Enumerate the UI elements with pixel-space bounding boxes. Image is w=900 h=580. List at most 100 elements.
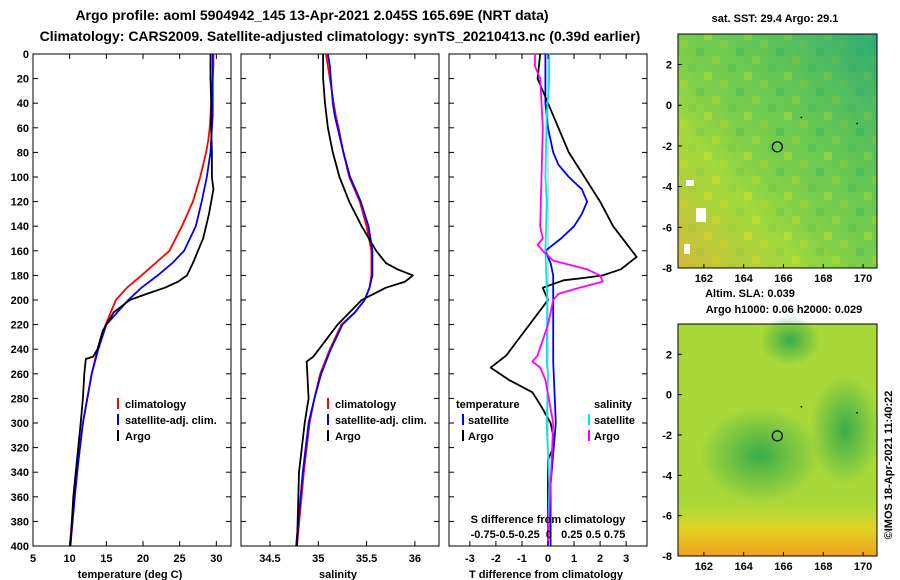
x-tick-label: -3	[465, 553, 475, 565]
series-line-satellite-adj-clim-	[69, 54, 214, 547]
y-tick-label: 60	[17, 123, 29, 135]
salinity-axes-frame	[240, 53, 440, 547]
y-tick-label: 240	[11, 344, 29, 356]
y-tick-label: 120	[11, 197, 29, 209]
legend-swatch-climatology	[327, 398, 329, 409]
series-line-argo	[69, 54, 215, 547]
legend-swatch-temp-satellite	[462, 414, 464, 425]
legend-label-argo: Argo	[125, 431, 151, 443]
y-tick-label: 380	[11, 516, 29, 528]
map-x-tick-label: 170	[854, 561, 872, 573]
legend-title-temperature: temperature	[456, 399, 520, 411]
y-tick-label: 320	[11, 443, 29, 455]
y-tick-label: 220	[11, 320, 29, 332]
legend-swatch-argo	[327, 430, 329, 441]
temperature-legend: climatology satellite-adj. clim. Argo	[117, 398, 217, 443]
difference-legend: temperature satellite Argo salinity sate…	[456, 399, 635, 443]
map-x-tick-label: 164	[734, 561, 753, 573]
map-y-tick-label: -8	[662, 263, 672, 275]
x-tick-label: 35.5	[356, 553, 377, 565]
y-tick-label: 80	[17, 147, 29, 159]
difference-panel: -3 -2 -1 0 1 2 3 temperature satellite Argo sa…	[448, 53, 648, 580]
legend-label-sal-satellite: satellite	[594, 415, 635, 427]
map-y-tick-label: -4	[662, 470, 673, 482]
legend-label-satellite: satellite-adj. clim.	[335, 415, 427, 427]
y-tick-label: 260	[11, 369, 29, 381]
legend-swatch-sal-satellite	[588, 414, 590, 425]
figure-title-line-2: Climatology: CARS2009. Satellite-adjuste…	[40, 28, 641, 44]
argo-position-marker	[771, 141, 783, 153]
sst-map-panel: sat. SST: 29.4 Argo: 29.1 162 164 166 168 17…	[662, 13, 878, 285]
series-line-climatology	[296, 53, 373, 547]
y-tick-label: 340	[11, 467, 29, 479]
x-tick-label: -2	[491, 553, 501, 565]
legend-swatch-sal-argo	[588, 430, 590, 441]
map-point-marker	[856, 122, 858, 125]
sla-map-title-line-2: Argo h1000: 0.06 h2000: 0.029	[706, 304, 863, 316]
series-line-temperature-argo	[489, 53, 638, 546]
legend-swatch-argo	[117, 430, 119, 441]
y-tick-label: 140	[11, 221, 29, 233]
sst-missing-data-patch	[684, 244, 690, 254]
legend-label-climatology: climatology	[125, 399, 187, 411]
map-y-tick-label: 2	[666, 60, 672, 72]
x-tick-label: 20	[137, 553, 149, 565]
map-x-tick-label: 170	[854, 273, 872, 285]
map-point-marker	[800, 116, 803, 119]
legend-label-argo: Argo	[335, 431, 361, 443]
legend-swatch-temp-argo	[462, 430, 464, 441]
x-tick-label: 1	[571, 553, 577, 565]
x-tick-label: 25	[174, 553, 186, 565]
map-x-tick-label: 162	[695, 561, 713, 573]
x-tick-label: 30	[210, 553, 222, 565]
x-tick-label: 36	[409, 553, 421, 565]
map-y-tick-label: -6	[662, 222, 672, 234]
y-tick-label: 300	[11, 418, 29, 430]
series-line-salinity-argo	[531, 54, 604, 547]
figure-title-line-1: Argo profile: aoml 5904942_145 13-Apr-20…	[75, 7, 548, 23]
legend-label-temp-argo: Argo	[468, 431, 494, 443]
copyright-timestamp: ©IMOS 18-Apr-2021 11:40:22	[883, 391, 895, 540]
y-tick-label: 160	[11, 246, 29, 258]
sla-map-title-line-1: Altim. SLA: 0.039	[705, 288, 795, 300]
map-y-tick-label: -2	[662, 430, 672, 442]
map-y-tick-label: -8	[662, 551, 672, 563]
map-x-tick-label: 168	[814, 561, 832, 573]
x-tick-label: 5	[30, 553, 36, 565]
sst-heatmap-gradient	[678, 34, 877, 268]
map-x-tick-label: 168	[814, 273, 832, 285]
sst-map-frame	[677, 33, 878, 269]
sla-anomaly-blob	[810, 375, 880, 485]
x-tick-label: -1	[517, 553, 527, 565]
map-y-tick-label: 2	[666, 349, 672, 361]
x-tick-label: 0	[545, 553, 551, 565]
salinity-x-axis-label: salinity	[319, 569, 358, 580]
legend-swatch-climatology	[117, 398, 119, 409]
x-tick-label: 3	[623, 553, 629, 565]
map-y-tick-label: 0	[666, 100, 672, 112]
s-difference-tick-labels: -0.75-0.5-0.25 0 0.25 0.5 0.75	[471, 529, 626, 541]
y-tick-label: 20	[17, 74, 29, 86]
sla-map-frame	[677, 323, 878, 557]
s-difference-axis-label: S difference from climatology	[471, 514, 627, 526]
x-tick-label: 2	[597, 553, 603, 565]
sla-heatmap-bottom-band	[678, 500, 877, 556]
map-point-marker	[800, 405, 803, 408]
series-line-temperature-satellite	[544, 54, 588, 546]
t-difference-x-axis-label: T difference from climatology	[469, 569, 624, 580]
y-tick-label: 0	[23, 49, 29, 61]
map-x-tick-label: 166	[774, 273, 792, 285]
series-line-climatology	[68, 54, 215, 547]
argo-position-marker	[771, 430, 783, 442]
x-tick-label: 10	[64, 553, 76, 565]
salinity-panel: 34.5 35 35.5 36 climatology satellite-adj. …	[240, 53, 440, 580]
y-tick-label: 200	[11, 295, 29, 307]
map-y-tick-label: -2	[662, 141, 672, 153]
sst-missing-data-patch	[686, 180, 694, 186]
legend-label-satellite: satellite-adj. clim.	[125, 415, 217, 427]
y-tick-label: 180	[11, 270, 29, 282]
series-line-satellite-adj-clim-	[295, 53, 374, 547]
temperature-panel: 0 20 40 60 80 100 120 140 160 180 200 220 240 260 280 3…	[11, 49, 232, 580]
map-point-marker	[856, 411, 858, 414]
